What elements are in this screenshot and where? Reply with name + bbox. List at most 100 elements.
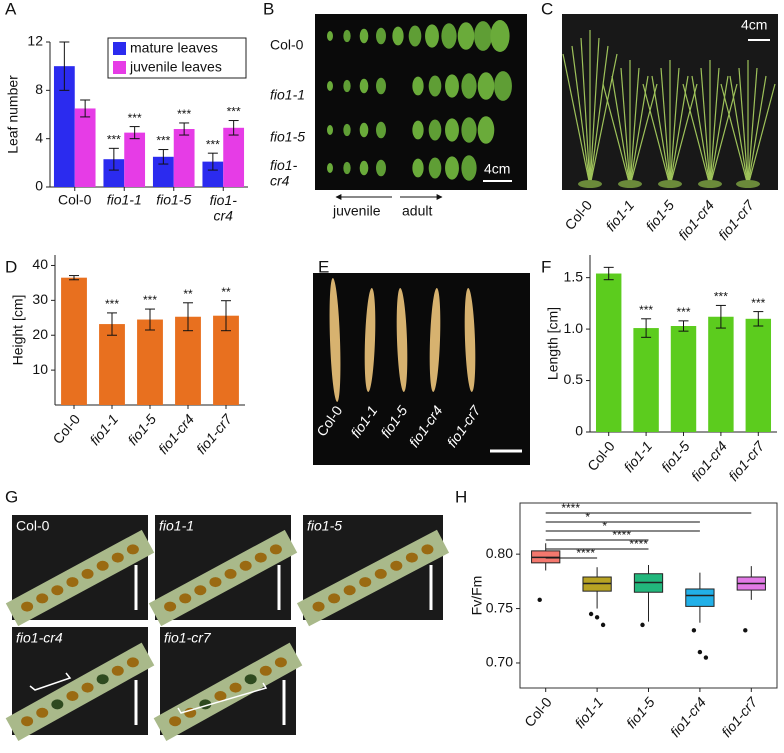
bar bbox=[745, 318, 772, 432]
leaf bbox=[490, 20, 510, 52]
stem bbox=[571, 45, 591, 187]
legend-label: juvenile leaves bbox=[129, 59, 222, 75]
x-tick-label: fio1-5 bbox=[124, 411, 159, 448]
x-tick-label: fio1-1 bbox=[86, 411, 121, 448]
seed bbox=[184, 707, 197, 718]
bar bbox=[53, 66, 75, 187]
box bbox=[685, 588, 715, 607]
significance: *** bbox=[143, 293, 157, 307]
bar bbox=[74, 108, 96, 187]
seed bbox=[274, 657, 287, 668]
rosette bbox=[618, 180, 642, 188]
y-tick-label: 40 bbox=[32, 256, 48, 272]
leaf bbox=[445, 74, 459, 98]
seed bbox=[111, 552, 124, 563]
seed bbox=[81, 568, 94, 579]
panel-label: E bbox=[318, 257, 329, 276]
leaf bbox=[376, 121, 386, 139]
leaf bbox=[412, 158, 424, 178]
stem bbox=[660, 67, 671, 187]
seed bbox=[21, 716, 34, 727]
panel-label: F bbox=[541, 257, 551, 276]
comparison-label: **** bbox=[561, 501, 580, 515]
silique bbox=[364, 288, 376, 392]
leaf bbox=[327, 31, 333, 41]
significance: ** bbox=[183, 287, 193, 301]
stem bbox=[669, 67, 680, 187]
photo-label: fio1-cr7 bbox=[164, 630, 212, 646]
leaf bbox=[359, 78, 369, 94]
bar bbox=[152, 156, 174, 187]
leaf bbox=[474, 21, 492, 51]
seed bbox=[169, 716, 182, 727]
stem bbox=[669, 75, 689, 187]
silique bbox=[5, 642, 155, 741]
bar bbox=[137, 319, 163, 405]
stem bbox=[720, 83, 749, 187]
bar bbox=[173, 129, 195, 187]
seed bbox=[259, 665, 272, 676]
silique bbox=[329, 278, 341, 402]
significance: *** bbox=[177, 107, 191, 121]
outlier bbox=[600, 622, 606, 628]
seed bbox=[164, 601, 177, 612]
y-tick-label: 1.5 bbox=[564, 268, 584, 284]
comparison-label: * bbox=[585, 510, 590, 524]
legend-box bbox=[107, 37, 247, 79]
seed bbox=[254, 552, 267, 563]
y-tick-label: 12 bbox=[27, 33, 43, 49]
seed bbox=[343, 585, 356, 596]
outlier bbox=[697, 649, 703, 655]
photo bbox=[313, 273, 530, 465]
significance: ** bbox=[221, 285, 231, 299]
arrow-label: juvenile bbox=[332, 203, 381, 219]
panel-label: B bbox=[263, 0, 274, 18]
x-tick-label: fio1-cr4 bbox=[155, 411, 197, 457]
bracket bbox=[177, 682, 268, 714]
leaf bbox=[428, 75, 442, 97]
leaf bbox=[477, 72, 495, 100]
outlier bbox=[594, 615, 600, 620]
seed bbox=[374, 568, 387, 579]
stem bbox=[669, 83, 698, 187]
outlier bbox=[537, 597, 542, 603]
stem bbox=[629, 67, 640, 187]
leaf bbox=[408, 25, 422, 47]
seed bbox=[269, 544, 282, 555]
x-label: Col-0 bbox=[561, 197, 595, 233]
scale-label: 4cm bbox=[741, 17, 767, 33]
y-axis-label: Height [cm] bbox=[10, 295, 26, 366]
legend-label: mature leaves bbox=[130, 40, 218, 56]
seed bbox=[66, 577, 79, 588]
seed bbox=[359, 577, 372, 588]
photo-label: Col-0 bbox=[16, 518, 50, 534]
panel-label: D bbox=[5, 257, 17, 276]
seed bbox=[244, 674, 257, 685]
leaf bbox=[327, 81, 333, 91]
leaf bbox=[343, 29, 351, 43]
x-label: fio1-5 bbox=[642, 197, 677, 234]
y-tick-label: 0.75 bbox=[486, 599, 513, 615]
arrow-label: adult bbox=[402, 203, 432, 219]
significance: *** bbox=[714, 290, 728, 304]
seed bbox=[214, 691, 227, 701]
x-tick-label: Col-0 bbox=[584, 438, 618, 474]
stem bbox=[700, 67, 711, 187]
leaf bbox=[461, 117, 477, 143]
outlier bbox=[703, 655, 709, 660]
leaf bbox=[343, 123, 351, 137]
silique bbox=[153, 642, 303, 741]
seed bbox=[179, 593, 192, 604]
seed bbox=[224, 568, 237, 579]
x-tick-label: fio1-5 bbox=[623, 694, 658, 731]
leaf bbox=[392, 26, 404, 46]
seed bbox=[96, 560, 109, 571]
leaf bbox=[412, 76, 424, 96]
seed bbox=[229, 682, 242, 693]
y-tick-label: 0.70 bbox=[486, 654, 513, 670]
seed bbox=[209, 577, 222, 588]
leaf bbox=[359, 160, 369, 176]
leaf bbox=[445, 118, 459, 142]
panel-label: G bbox=[5, 487, 18, 506]
stem bbox=[682, 83, 711, 187]
